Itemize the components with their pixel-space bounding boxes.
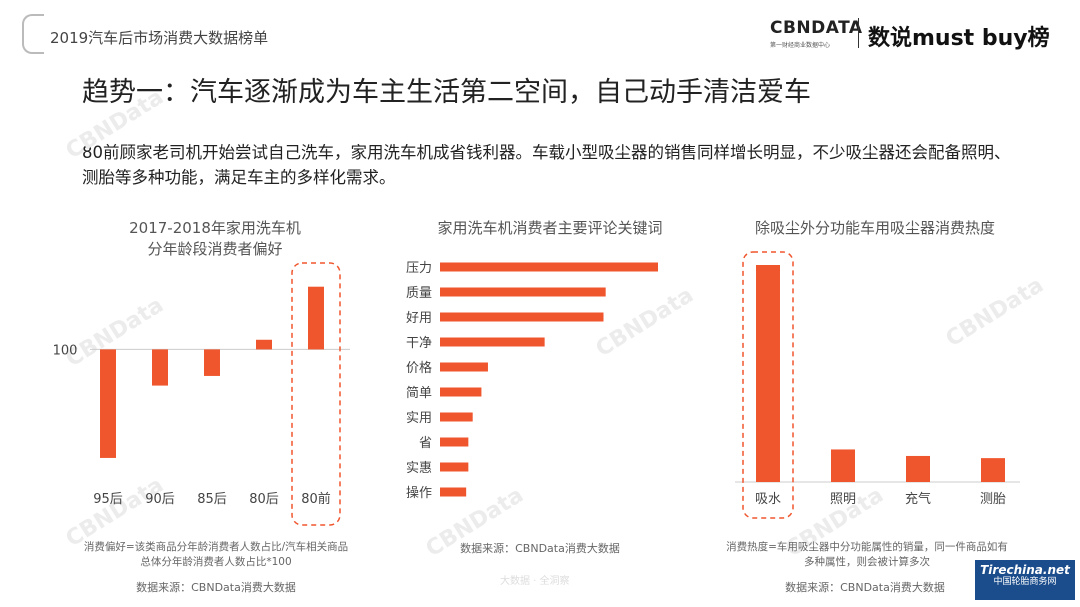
chart1-category-label: 95后 [93,492,123,507]
chart3-function-heat: 吸水 照明 充气 测胎 [735,251,1020,519]
chart1-bar [152,349,168,386]
chart1-note: 消费偏好=该类商品分年龄消费者人数占比/汽车相关商品总体分年龄消费者人数占比*1… [83,541,349,568]
chart1-title-line2: 分年龄段消费者偏好 [147,240,283,258]
chart2-source: 数据来源：CBNData消费大数据 [460,542,620,555]
chart3-bar [831,449,855,482]
chart1-category-label: 80后 [249,492,279,507]
chart1-category-label: 80前 [301,491,331,507]
chart3-note: 消费热度=车用吸尘器中分功能属性的销量，同一件商品如有多种属性，则会被计算多次 [726,541,1008,568]
chart2-bar [440,412,473,422]
logo-divider [858,18,859,48]
chart3-title: 除吸尘外分功能车用吸尘器消费热度 [754,219,995,237]
footer-watermark: 大数据 · 全洞察 [500,576,570,587]
cbndata-logo: CBNDATA [770,18,863,38]
chart2-category-label: 简单 [406,385,432,401]
chart2-category-label: 干净 [406,336,432,351]
chart2-bar [440,387,482,397]
chart1-highlight-box [291,262,341,526]
chart2-category-label: 价格 [406,360,432,376]
chart1-source: 数据来源：CBNData消费大数据 [136,581,296,594]
chart1-bar [308,286,324,350]
tirechina-badge-caption: 中国轮胎商务网 [993,577,1057,587]
header-bracket [22,14,44,54]
chart2-bar [440,437,469,447]
chart3-bar [981,458,1005,482]
chart2-category-label: 压力 [406,261,432,276]
chart2-bar [440,462,469,472]
chart2-category-label: 实用 [406,411,432,426]
chart1-category-label: 90后 [145,492,175,507]
chart1-title-line1: 2017-2018年家用洗车机 [129,219,301,237]
chart1-bar [256,339,272,350]
tirechina-badge-name: Tirechina.net [980,563,1070,577]
chart2-bar [440,262,658,272]
mustbuy-logo: 数说must buy榜 [868,26,1050,51]
chart2-bar [440,487,467,497]
chart1-baseline-label: 100 [53,343,78,358]
cbndata-logo-subtitle: 第一财经商业数据中心 [770,42,831,49]
chart2-category-label: 操作 [406,485,432,501]
chart2-title: 家用洗车机消费者主要评论关键词 [437,219,663,237]
header-title: 2019汽车后市场消费大数据榜单 [50,29,269,47]
chart3-category-label: 测胎 [980,492,1006,507]
chart3-category-label: 照明 [830,492,856,507]
chart1-category-label: 85后 [197,492,227,507]
chart3-category-label: 吸水 [755,492,781,507]
chart1-title: 2017-2018年家用洗车机 分年龄段消费者偏好 [90,218,340,260]
chart2-bar [440,337,545,347]
chart2-category-label: 质量 [406,286,432,301]
chart2-bar [440,312,604,322]
chart2-bar [440,362,488,372]
chart3-category-label: 充气 [905,491,931,507]
page-description: 80前顾家老司机开始尝试自己洗车，家用洗车机成省钱利器。车载小型吸尘器的销售同样… [82,143,1011,187]
chart1-bar [100,349,116,458]
chart2-category-label: 好用 [406,311,432,326]
chart2-category-label: 实惠 [406,461,432,476]
chart1-age-preference: 100 95后 90后 85后 80后 80前 [53,262,350,526]
tirechina-badge: Tirechina.net 中国轮胎商务网 [975,560,1075,600]
chart1-bar [204,349,220,376]
page-title: 趋势一：汽车逐渐成为车主生活第二空间，自己动手清洁爱车 [82,77,811,108]
chart3-source: 数据来源：CBNData消费大数据 [785,581,945,594]
chart3-bar [906,455,930,482]
chart3-bar [756,265,780,482]
chart2-category-label: 省 [419,436,432,451]
chart2-bar [440,287,606,297]
